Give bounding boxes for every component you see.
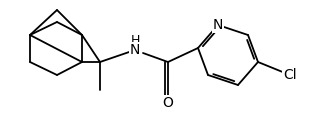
Text: N: N bbox=[130, 43, 140, 57]
Text: N: N bbox=[213, 18, 223, 32]
Text: H: H bbox=[130, 34, 140, 46]
Text: Cl: Cl bbox=[283, 68, 297, 82]
Text: O: O bbox=[162, 96, 173, 110]
